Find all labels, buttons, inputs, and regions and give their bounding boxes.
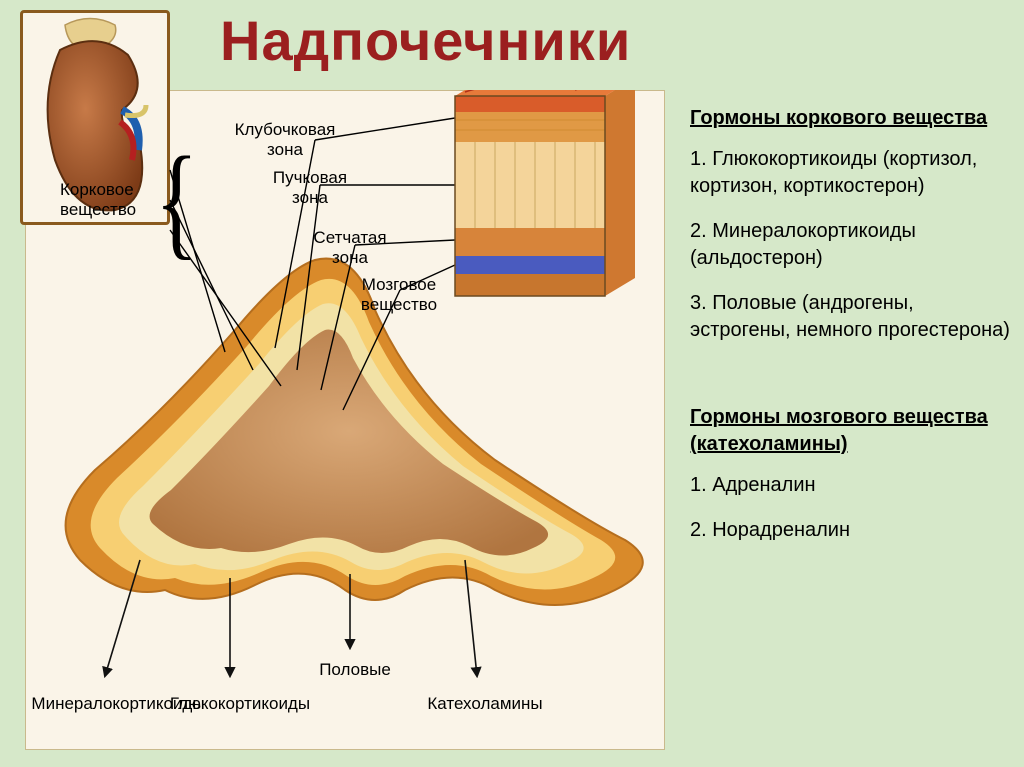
p-sex-hormones: 3. Половые (андрогены, эстрогены, немног… bbox=[690, 290, 1010, 344]
label-medulla: Мозговое вещество bbox=[344, 275, 454, 315]
label-glomerulosa: Клубочковая зона bbox=[220, 120, 350, 160]
p-noradrenaline: 2. Норадреналин bbox=[690, 517, 1010, 544]
tissue-block bbox=[455, 90, 635, 296]
section1-heading: Гормоны коркового вещества bbox=[690, 105, 1010, 132]
arrow-label-catecholamines: Катехоламины bbox=[410, 694, 560, 714]
label-reticularis: Сетчатая зона bbox=[300, 228, 400, 268]
label-fasciculata: Пучковая зона bbox=[255, 168, 365, 208]
p-adrenaline: 1. Адреналин bbox=[690, 472, 1010, 499]
page-title: Надпочечники bbox=[220, 8, 631, 73]
arrow-label-sex: Половые bbox=[300, 660, 410, 680]
p-mineralocorticoids: 2. Минералокортикоиды (альдостерон) bbox=[690, 218, 1010, 272]
section2-heading: Гормоны мозгового вещества (катехоламины… bbox=[690, 404, 1010, 458]
brace-icon: { bbox=[155, 129, 198, 273]
p-glucocorticoids: 1. Глюкокортикоиды (кортизол, кортизон, … bbox=[690, 146, 1010, 200]
text-column: Гормоны коркового вещества 1. Глюкокорти… bbox=[690, 105, 1010, 562]
label-cortex: Корковое вещество bbox=[60, 180, 170, 220]
arrow-label-glucocorticoids: Глюкокортикоиды bbox=[160, 694, 320, 714]
